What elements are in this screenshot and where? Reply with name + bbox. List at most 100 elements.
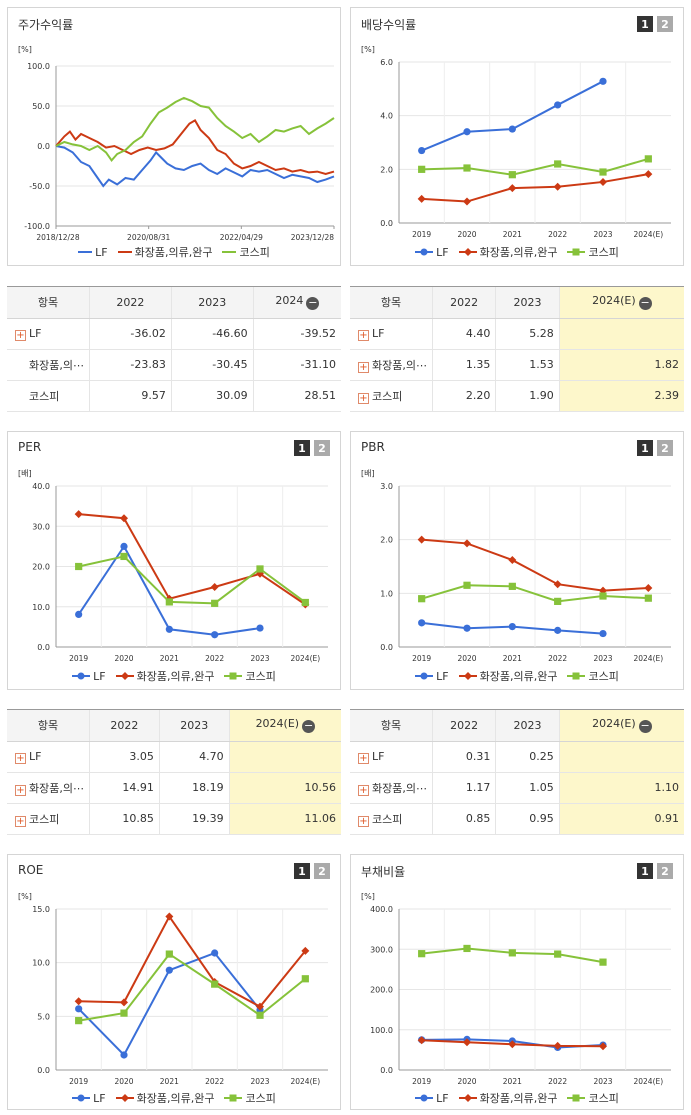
legend-item-2[interactable]: 코스피: [567, 244, 619, 260]
data-point[interactable]: [599, 1042, 607, 1051]
collapse-icon[interactable]: −: [638, 719, 652, 734]
legend-lf[interactable]: LF: [78, 245, 108, 259]
page-2-button[interactable]: 2: [657, 440, 673, 456]
data-point[interactable]: [599, 168, 607, 176]
data-point[interactable]: [120, 542, 128, 550]
legend-item-1[interactable]: 화장품,의류,완구: [458, 244, 557, 260]
page-1-button[interactable]: 1: [637, 863, 653, 879]
data-point[interactable]: [599, 586, 607, 595]
data-point[interactable]: [417, 1036, 426, 1045]
data-point[interactable]: [553, 182, 562, 191]
data-point[interactable]: [554, 597, 562, 605]
row-label[interactable]: 코스피: [7, 380, 90, 412]
row-label[interactable]: + LF: [350, 318, 433, 350]
data-point[interactable]: [508, 623, 516, 631]
row-label[interactable]: + LF: [350, 741, 433, 773]
row-label[interactable]: 화장품,의⋯: [7, 349, 90, 381]
row-label[interactable]: + 화장품,의⋯: [7, 772, 90, 804]
data-point[interactable]: [463, 128, 471, 136]
data-point[interactable]: [74, 997, 83, 1006]
data-point[interactable]: [508, 556, 517, 565]
data-point[interactable]: [644, 583, 653, 592]
expand-plus-icon[interactable]: +: [358, 815, 369, 827]
data-point[interactable]: [599, 77, 607, 85]
data-point[interactable]: [417, 194, 426, 203]
data-point[interactable]: [75, 562, 83, 571]
data-point[interactable]: [74, 510, 83, 519]
data-point[interactable]: [644, 155, 652, 163]
data-point[interactable]: [553, 580, 562, 589]
row-label[interactable]: + LF: [7, 318, 90, 350]
page-1-button[interactable]: 1: [294, 863, 310, 879]
legend-item-0[interactable]: LF: [72, 1090, 106, 1106]
legend-item-1[interactable]: 화장품,의류,완구: [458, 668, 557, 684]
expand-plus-icon[interactable]: +: [358, 752, 369, 764]
data-point[interactable]: [211, 980, 219, 988]
data-point[interactable]: [418, 146, 426, 155]
data-point[interactable]: [301, 975, 309, 983]
legend-item-1[interactable]: 화장품,의류,완구: [458, 1090, 557, 1106]
data-point[interactable]: [211, 631, 219, 639]
data-point[interactable]: [644, 170, 653, 179]
data-point[interactable]: [165, 950, 173, 958]
page-2-button[interactable]: 2: [657, 16, 673, 32]
data-point[interactable]: [301, 946, 310, 955]
data-point[interactable]: [256, 1011, 264, 1019]
page-2-button[interactable]: 2: [314, 440, 330, 456]
data-point[interactable]: [120, 552, 128, 561]
data-point[interactable]: [463, 164, 471, 172]
row-label[interactable]: + 코스피: [350, 803, 433, 835]
data-point[interactable]: [599, 958, 607, 966]
row-label[interactable]: + 코스피: [350, 380, 433, 412]
data-point[interactable]: [554, 101, 562, 109]
data-point[interactable]: [463, 581, 471, 589]
data-point[interactable]: [75, 1017, 83, 1025]
legend-item-1[interactable]: 화장품,의류,완구: [115, 668, 214, 684]
data-point[interactable]: [508, 171, 516, 179]
data-point[interactable]: [463, 197, 471, 206]
data-point[interactable]: [508, 1040, 517, 1049]
legend-item-0[interactable]: LF: [415, 1090, 449, 1106]
data-point[interactable]: [463, 944, 471, 953]
legend-sector[interactable]: 화장품,의류,완구: [117, 246, 213, 259]
data-point[interactable]: [599, 629, 607, 638]
data-point[interactable]: [120, 1051, 128, 1059]
row-label[interactable]: + 코스피: [7, 803, 90, 835]
page-2-button[interactable]: 2: [657, 863, 673, 879]
legend-item-0[interactable]: LF: [415, 668, 449, 684]
data-point[interactable]: [599, 177, 607, 186]
data-point[interactable]: [508, 582, 516, 590]
data-point[interactable]: [165, 598, 173, 606]
collapse-icon[interactable]: −: [306, 296, 320, 311]
data-point[interactable]: [120, 1009, 128, 1017]
page-2-button[interactable]: 2: [314, 863, 330, 879]
row-label[interactable]: + LF: [7, 741, 90, 773]
data-point[interactable]: [210, 582, 219, 591]
data-point[interactable]: [599, 592, 607, 600]
data-point[interactable]: [75, 1005, 83, 1013]
data-point[interactable]: [165, 966, 173, 974]
data-point[interactable]: [120, 514, 128, 523]
data-point[interactable]: [301, 598, 309, 607]
row-label[interactable]: + 화장품,의⋯: [350, 772, 433, 804]
legend-item-0[interactable]: LF: [415, 244, 449, 260]
data-point[interactable]: [120, 998, 128, 1007]
data-point[interactable]: [508, 125, 516, 133]
data-point[interactable]: [554, 626, 562, 634]
data-point[interactable]: [463, 624, 471, 632]
data-point[interactable]: [417, 535, 426, 544]
expand-plus-icon[interactable]: +: [358, 361, 369, 373]
data-point[interactable]: [418, 595, 426, 603]
data-point[interactable]: [508, 949, 516, 957]
data-point[interactable]: [644, 594, 652, 602]
data-point[interactable]: [463, 1038, 471, 1047]
expand-plus-icon[interactable]: +: [358, 784, 369, 796]
data-point[interactable]: [418, 165, 426, 173]
data-point[interactable]: [463, 539, 471, 548]
expand-plus-icon[interactable]: +: [15, 815, 26, 827]
legend-item-0[interactable]: LF: [72, 668, 106, 684]
expand-plus-icon[interactable]: +: [358, 329, 369, 341]
data-point[interactable]: [418, 619, 426, 627]
data-point[interactable]: [554, 160, 562, 168]
row-label[interactable]: + 화장품,의⋯: [350, 349, 433, 381]
